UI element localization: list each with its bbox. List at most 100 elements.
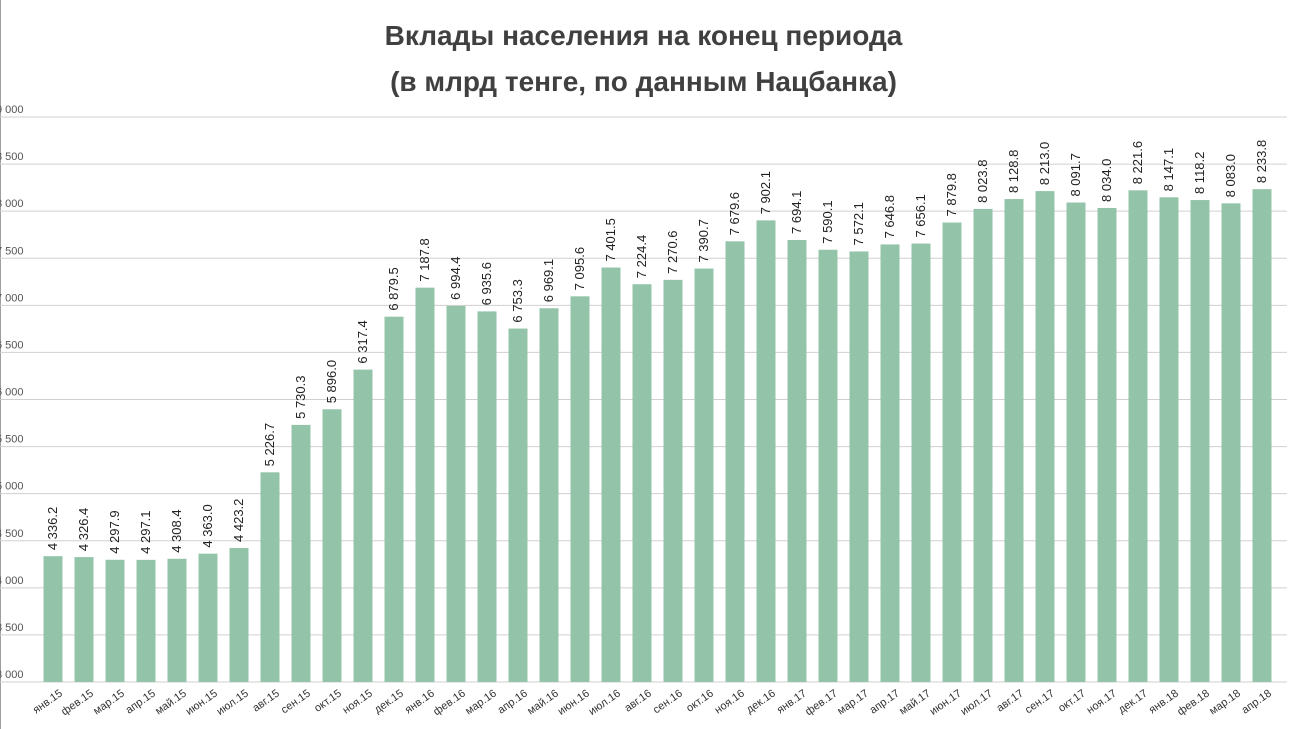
bar	[1066, 202, 1086, 682]
bar-value-label: 4 363.0	[200, 504, 215, 547]
bar	[198, 553, 218, 682]
x-category-label: июн.17	[928, 688, 964, 718]
x-category-label: авг.16	[622, 688, 653, 715]
bar	[1097, 207, 1117, 682]
bar	[1159, 197, 1179, 682]
bar-value-label: 7 401.5	[603, 218, 618, 261]
y-tick-label: 5 000	[0, 481, 24, 493]
x-axis-category-labels: янв.15фев.15мар.15апр.15май.15июн.15июл.…	[31, 688, 1274, 719]
bar	[508, 328, 528, 682]
x-category-label: сен.15	[279, 688, 313, 717]
bar-value-label: 7 679.6	[727, 192, 742, 235]
y-tick-label: 7 500	[0, 245, 24, 257]
bar-value-label: 7 590.1	[820, 200, 835, 243]
x-category-label: янв.18	[1147, 688, 1181, 717]
bar	[415, 287, 435, 682]
bar-value-label: 6 753.3	[510, 279, 525, 322]
bar	[632, 284, 652, 682]
bar	[353, 369, 373, 682]
x-category-label: апр.15	[124, 688, 158, 717]
x-category-label: фев.17	[803, 688, 840, 719]
bar-value-label: 8 118.2	[1192, 152, 1207, 194]
bar	[167, 558, 187, 682]
x-category-label: сен.17	[1023, 688, 1057, 717]
bar-value-label: 5 896.0	[324, 360, 339, 403]
bar-value-label: 8 221.6	[1130, 141, 1145, 184]
bar-value-label: 4 297.9	[107, 510, 122, 553]
bar-value-label: 7 390.7	[696, 219, 711, 262]
bar-value-label: 7 224.4	[634, 235, 649, 278]
bar-value-label: 8 213.0	[1037, 142, 1052, 185]
bar-value-label: 6 879.5	[386, 267, 401, 310]
bar-value-label: 4 336.2	[45, 507, 60, 550]
bar	[818, 249, 838, 683]
bar	[849, 251, 869, 683]
x-category-label: мар.18	[1207, 688, 1243, 718]
bar-value-label: 8 034.0	[1099, 159, 1114, 202]
x-category-label: апр.17	[868, 688, 902, 717]
bar-value-label: 4 297.1	[138, 510, 153, 553]
bar	[446, 305, 466, 682]
y-tick-label: 7 000	[0, 292, 24, 304]
x-category-label: май.17	[897, 688, 933, 718]
x-category-label: дек.16	[744, 688, 778, 717]
x-category-label: окт.16	[684, 688, 716, 715]
bar	[539, 308, 559, 682]
y-tick-label: 8 000	[0, 198, 24, 210]
chart-subtitle: (в млрд тенге, по данным Нацбанка)	[390, 66, 897, 97]
y-tick-label: 6 500	[0, 339, 24, 351]
bar-value-label: 7 572.1	[851, 202, 866, 245]
y-tick-label: 6 000	[0, 387, 24, 399]
bar-value-label: 7 187.8	[417, 238, 432, 281]
bar	[942, 222, 962, 682]
value-labels: 4 336.2 4 326.4 4 297.9 4 297.1 4 308.4 4 363…	[45, 140, 1269, 554]
x-category-label: мар.15	[91, 688, 127, 718]
y-tick-label: 4 500	[0, 528, 24, 540]
x-category-label: фев.16	[431, 688, 468, 719]
bar-value-label: 6 317.4	[355, 320, 370, 363]
bar-value-label: 7 095.6	[572, 247, 587, 290]
bar	[384, 316, 404, 682]
bar	[229, 547, 249, 682]
x-category-label: апр.16	[496, 688, 530, 717]
bar-value-label: 7 656.1	[913, 194, 928, 237]
bar	[756, 220, 776, 682]
bar	[105, 559, 125, 682]
bar	[725, 241, 745, 683]
x-category-label: дек.17	[1116, 688, 1150, 717]
bar	[1004, 199, 1024, 682]
bar	[787, 239, 807, 683]
bar-value-label: 7 694.1	[789, 191, 804, 234]
x-category-label: фев.18	[1175, 688, 1212, 719]
x-category-label: ноя.16	[713, 688, 747, 717]
bars	[43, 189, 1272, 683]
bar	[1252, 189, 1272, 682]
bar-value-label: 5 226.7	[262, 423, 277, 466]
bar-value-label: 8 083.0	[1223, 154, 1238, 197]
y-tick-label: 3 500	[0, 622, 24, 634]
bar	[1128, 190, 1148, 683]
x-category-label: сен.16	[651, 688, 685, 717]
x-category-label: июл.15	[215, 688, 251, 718]
bar	[136, 559, 156, 682]
bar	[1190, 200, 1210, 682]
bar-value-label: 4 423.2	[231, 499, 246, 542]
x-category-label: июл.16	[587, 688, 623, 718]
bar	[43, 556, 63, 682]
x-category-label: янв.17	[775, 688, 809, 717]
x-category-label: июл.17	[959, 688, 995, 718]
bar	[973, 208, 993, 682]
bar-value-label: 6 969.1	[541, 259, 556, 302]
x-category-label: мар.16	[463, 688, 499, 718]
y-tick-label: 5 500	[0, 434, 24, 446]
bar-value-label: 8 233.8	[1254, 140, 1269, 183]
bar	[74, 557, 94, 682]
bar-value-label: 4 326.4	[76, 508, 91, 551]
bar	[694, 268, 714, 682]
bar	[1035, 191, 1055, 682]
bar-value-label: 8 091.7	[1068, 153, 1083, 196]
bar-value-label: 6 935.6	[479, 262, 494, 305]
y-tick-label: 8 500	[0, 151, 24, 163]
